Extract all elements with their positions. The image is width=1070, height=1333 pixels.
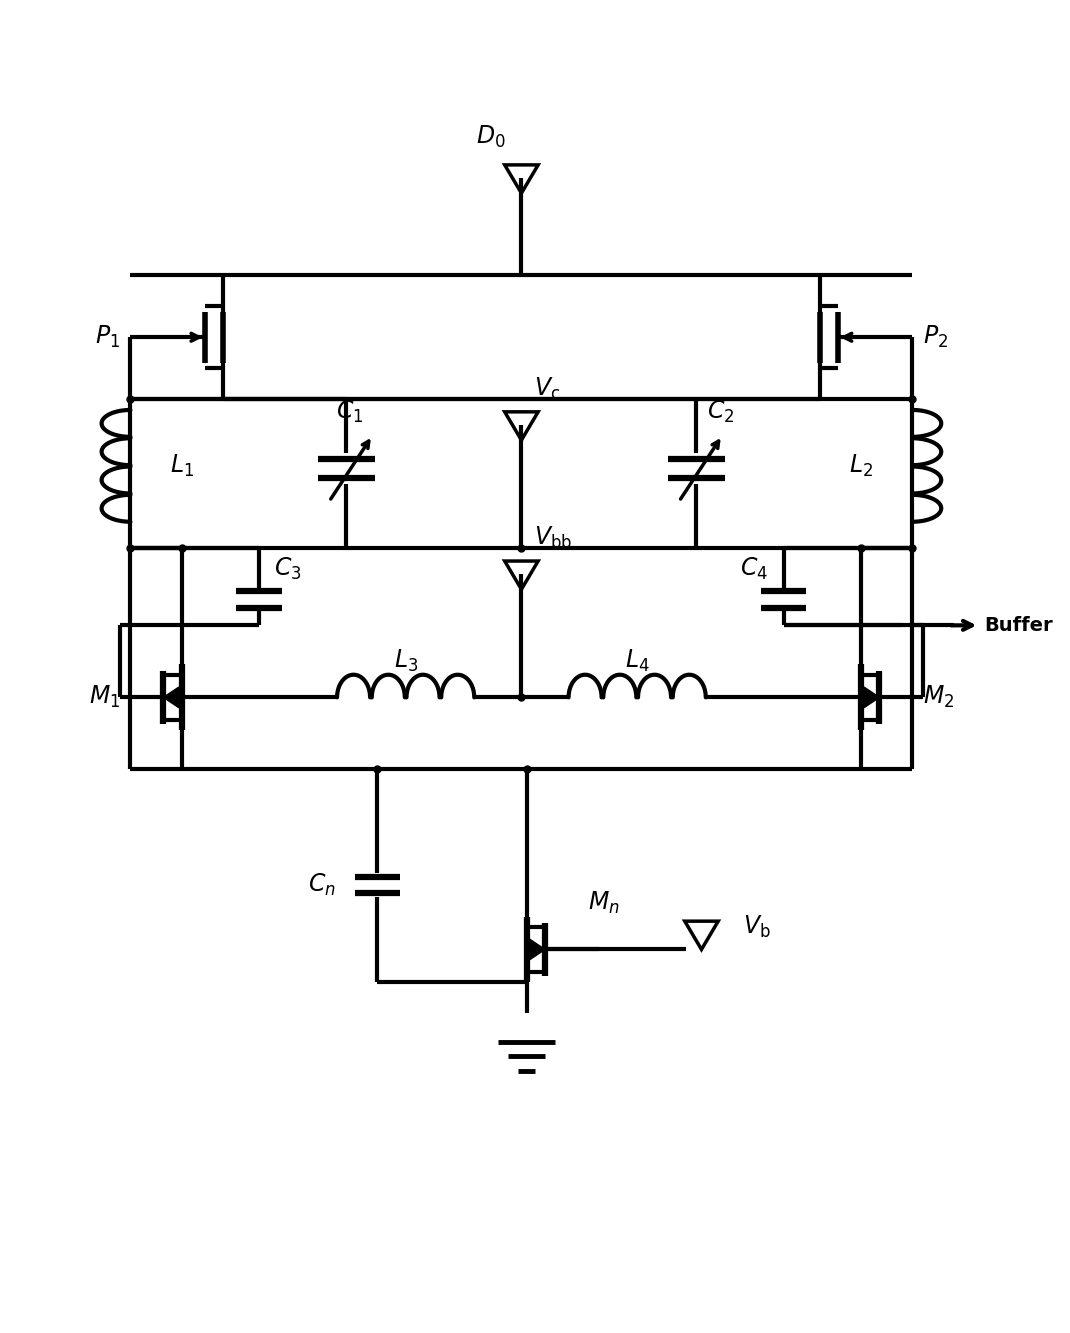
- Text: $C_2$: $C_2$: [706, 399, 734, 425]
- Polygon shape: [164, 686, 179, 708]
- Text: $C_4$: $C_4$: [740, 556, 768, 581]
- Text: $P_2$: $P_2$: [922, 324, 948, 351]
- Text: $V_{\rm b}$: $V_{\rm b}$: [743, 913, 770, 940]
- Text: $V_{\rm c}$: $V_{\rm c}$: [534, 376, 560, 401]
- Text: $V_{\rm bb}$: $V_{\rm bb}$: [534, 525, 572, 551]
- Text: $C_1$: $C_1$: [336, 399, 364, 425]
- Text: $D_0$: $D_0$: [476, 124, 506, 149]
- Text: $L_4$: $L_4$: [625, 648, 649, 674]
- Text: $P_1$: $P_1$: [95, 324, 120, 351]
- Text: $M_n$: $M_n$: [588, 890, 620, 916]
- Text: $L_1$: $L_1$: [169, 453, 194, 479]
- Text: $M_1$: $M_1$: [89, 684, 120, 710]
- Text: $C_3$: $C_3$: [275, 556, 302, 581]
- Text: $C_n$: $C_n$: [308, 872, 336, 898]
- Polygon shape: [865, 686, 880, 708]
- Text: $M_2$: $M_2$: [922, 684, 954, 710]
- Text: Buffer: Buffer: [984, 616, 1053, 635]
- Polygon shape: [530, 940, 545, 960]
- Text: $L_3$: $L_3$: [394, 648, 417, 674]
- Text: $L_2$: $L_2$: [850, 453, 873, 479]
